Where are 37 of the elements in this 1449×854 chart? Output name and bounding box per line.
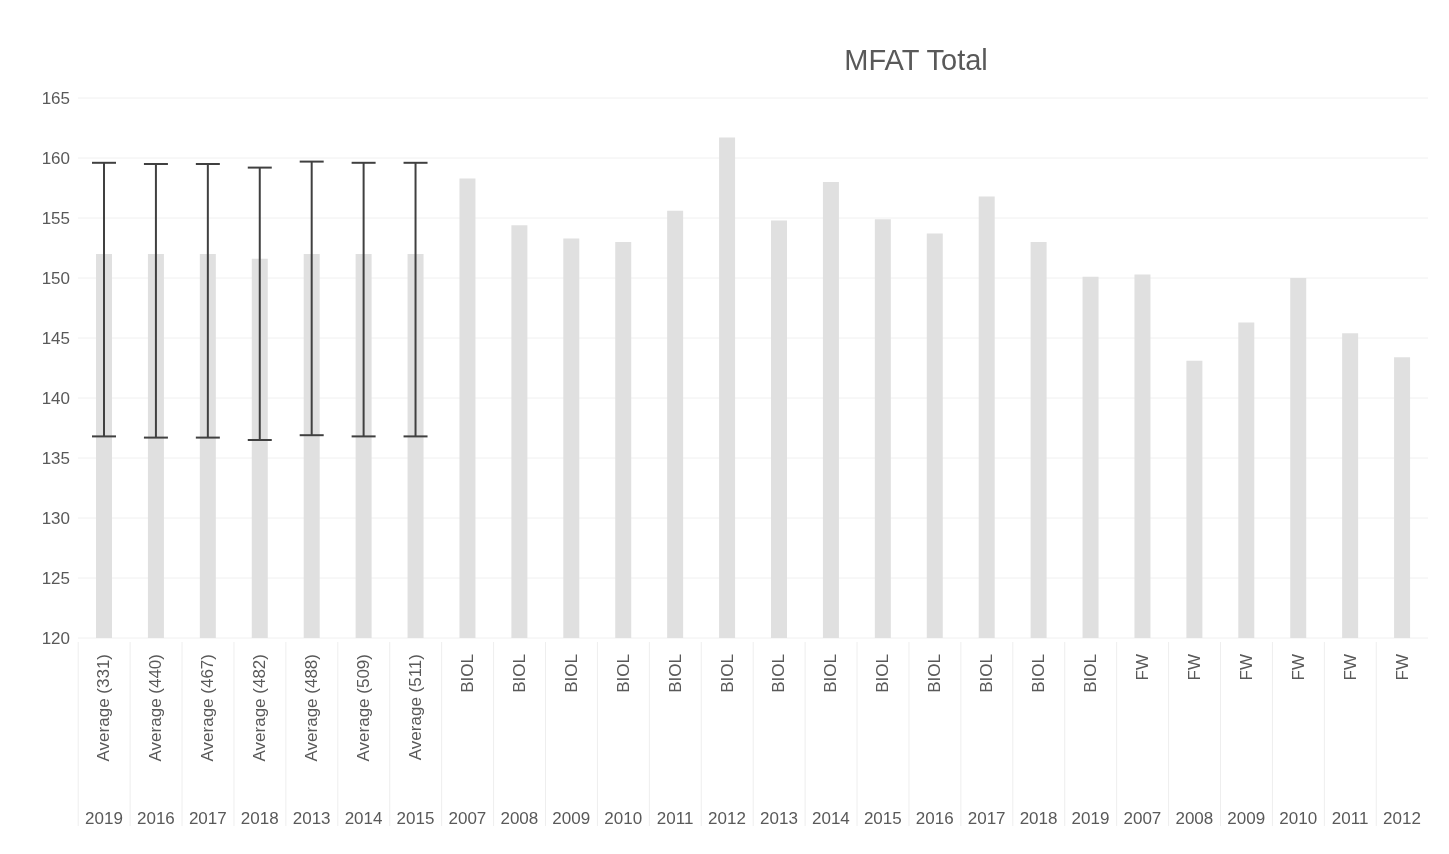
chart-title: MFAT Total (843, 44, 989, 77)
category-label: Average (488) 2013 (292, 654, 331, 828)
category-label: Average (509) 2014 (344, 654, 383, 828)
y-tick-label: 125 (41, 569, 70, 589)
category-label: BIOL 2012 (708, 654, 746, 828)
category-label: BIOL 2013 (760, 654, 798, 828)
y-tick-label: 135 (41, 449, 70, 469)
y-tick-label: 165 (41, 89, 70, 109)
category-label: BIOL 2019 (1071, 654, 1110, 828)
y-tick-label: 140 (41, 389, 70, 409)
category-label: FW 2008 (1175, 654, 1214, 828)
category-label: BIOL 2017 (967, 654, 1006, 828)
y-tick-label: 160 (41, 149, 70, 169)
category-label: BIOL 2009 (552, 654, 591, 828)
category-label: FW 2012 (1383, 654, 1421, 828)
category-label: BIOL 2010 (604, 654, 643, 828)
category-label: Average (482) 2018 (240, 654, 279, 828)
category-label: BIOL 2016 (915, 654, 954, 828)
category-label: Average (511) 2015 (396, 654, 435, 828)
category-label: BIOL 2011 (656, 654, 694, 828)
category-label: Average (440) 2016 (136, 654, 175, 828)
category-label: BIOL 2018 (1019, 654, 1058, 828)
category-label: FW 2009 (1227, 654, 1266, 828)
category-label: Average (331) 2019 (85, 654, 123, 828)
category-label: FW 2007 (1123, 654, 1162, 828)
category-label: Average (467) 2017 (188, 654, 227, 828)
category-label: FW 2011 (1331, 654, 1369, 828)
y-tick-label: 150 (41, 269, 70, 289)
category-label: BIOL 2015 (863, 654, 902, 828)
category-label: BIOL 2008 (500, 654, 539, 828)
y-tick-label: 120 (41, 629, 70, 649)
y-tick-label: 145 (41, 329, 70, 349)
y-tick-label: 130 (41, 509, 70, 529)
category-label: BIOL 2014 (811, 654, 850, 828)
y-tick-label: 155 (41, 209, 70, 229)
category-label: BIOL 2007 (448, 654, 487, 828)
category-label: FW 2010 (1279, 654, 1318, 828)
